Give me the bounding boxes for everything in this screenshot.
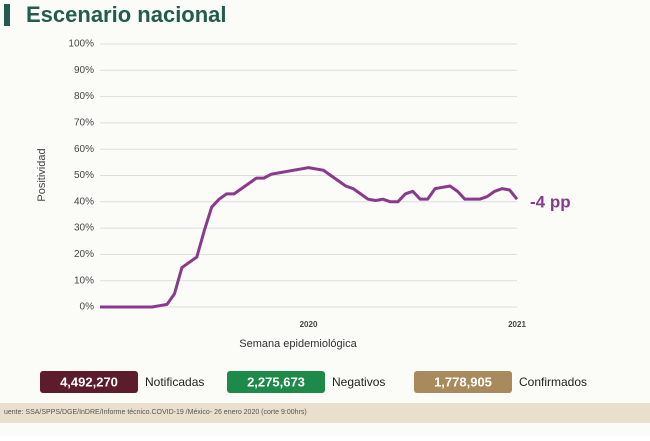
x-tick-label: 2020 [300,320,318,329]
summary-box [414,371,512,393]
title-bar [4,4,10,26]
title: Escenario nacional [26,2,227,27]
summary-box [40,371,138,393]
y-tick-label: 10% [74,275,94,286]
y-tick-label: 60% [74,144,94,155]
y-tick-label: 90% [74,65,94,76]
summary-value: 2,275,673 [247,374,305,389]
y-tick-label: 80% [74,91,94,102]
y-tick-label: 70% [74,118,94,129]
y-tick-label: 30% [74,223,94,234]
line-series [100,166,519,309]
x-axis-label: Semana epidemiológica [239,338,357,350]
x-tick-label: 2021 [508,320,526,329]
source: uente: SSA/SPPS/DGE/InDRE/Informe técnic… [4,409,307,416]
summary-label: Confirmados [519,375,587,389]
summary-label: Negativos [332,375,385,389]
y-tick-label: 100% [68,39,94,50]
y-tick-label: 50% [74,170,94,181]
summary-box [227,371,325,393]
summary-label: Notificadas [145,375,204,389]
annotation: -4 pp [530,192,571,211]
y-axis-label: Positividad [36,148,48,201]
footer-band [0,403,650,423]
y-tick-label: 40% [74,196,94,207]
y-tick-label: 0% [80,302,95,313]
y-tick-label: 20% [74,249,94,260]
summary-value: 1,778,905 [434,374,492,389]
summary-value: 4,492,270 [60,374,118,389]
